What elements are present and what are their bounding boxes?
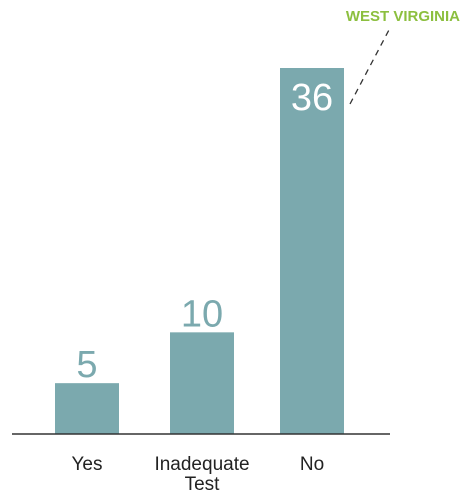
bar-1	[170, 332, 234, 434]
category-label-0: Yes	[72, 454, 103, 475]
callout-label: WEST VIRGINIA	[346, 8, 460, 25]
value-label-1: 10	[181, 293, 223, 335]
bars-group	[55, 68, 344, 434]
bar-2	[280, 68, 344, 434]
value-label-0: 5	[76, 344, 97, 386]
callout-leader-line	[349, 27, 391, 105]
bar-0	[55, 383, 119, 434]
value-labels-group: 5 10 36	[76, 77, 333, 386]
category-label-1-line-0: Inadequate	[154, 454, 249, 475]
category-label-1-line-1: Test	[185, 474, 221, 495]
value-label-2: 36	[291, 77, 333, 119]
category-label-2: No	[300, 454, 324, 475]
